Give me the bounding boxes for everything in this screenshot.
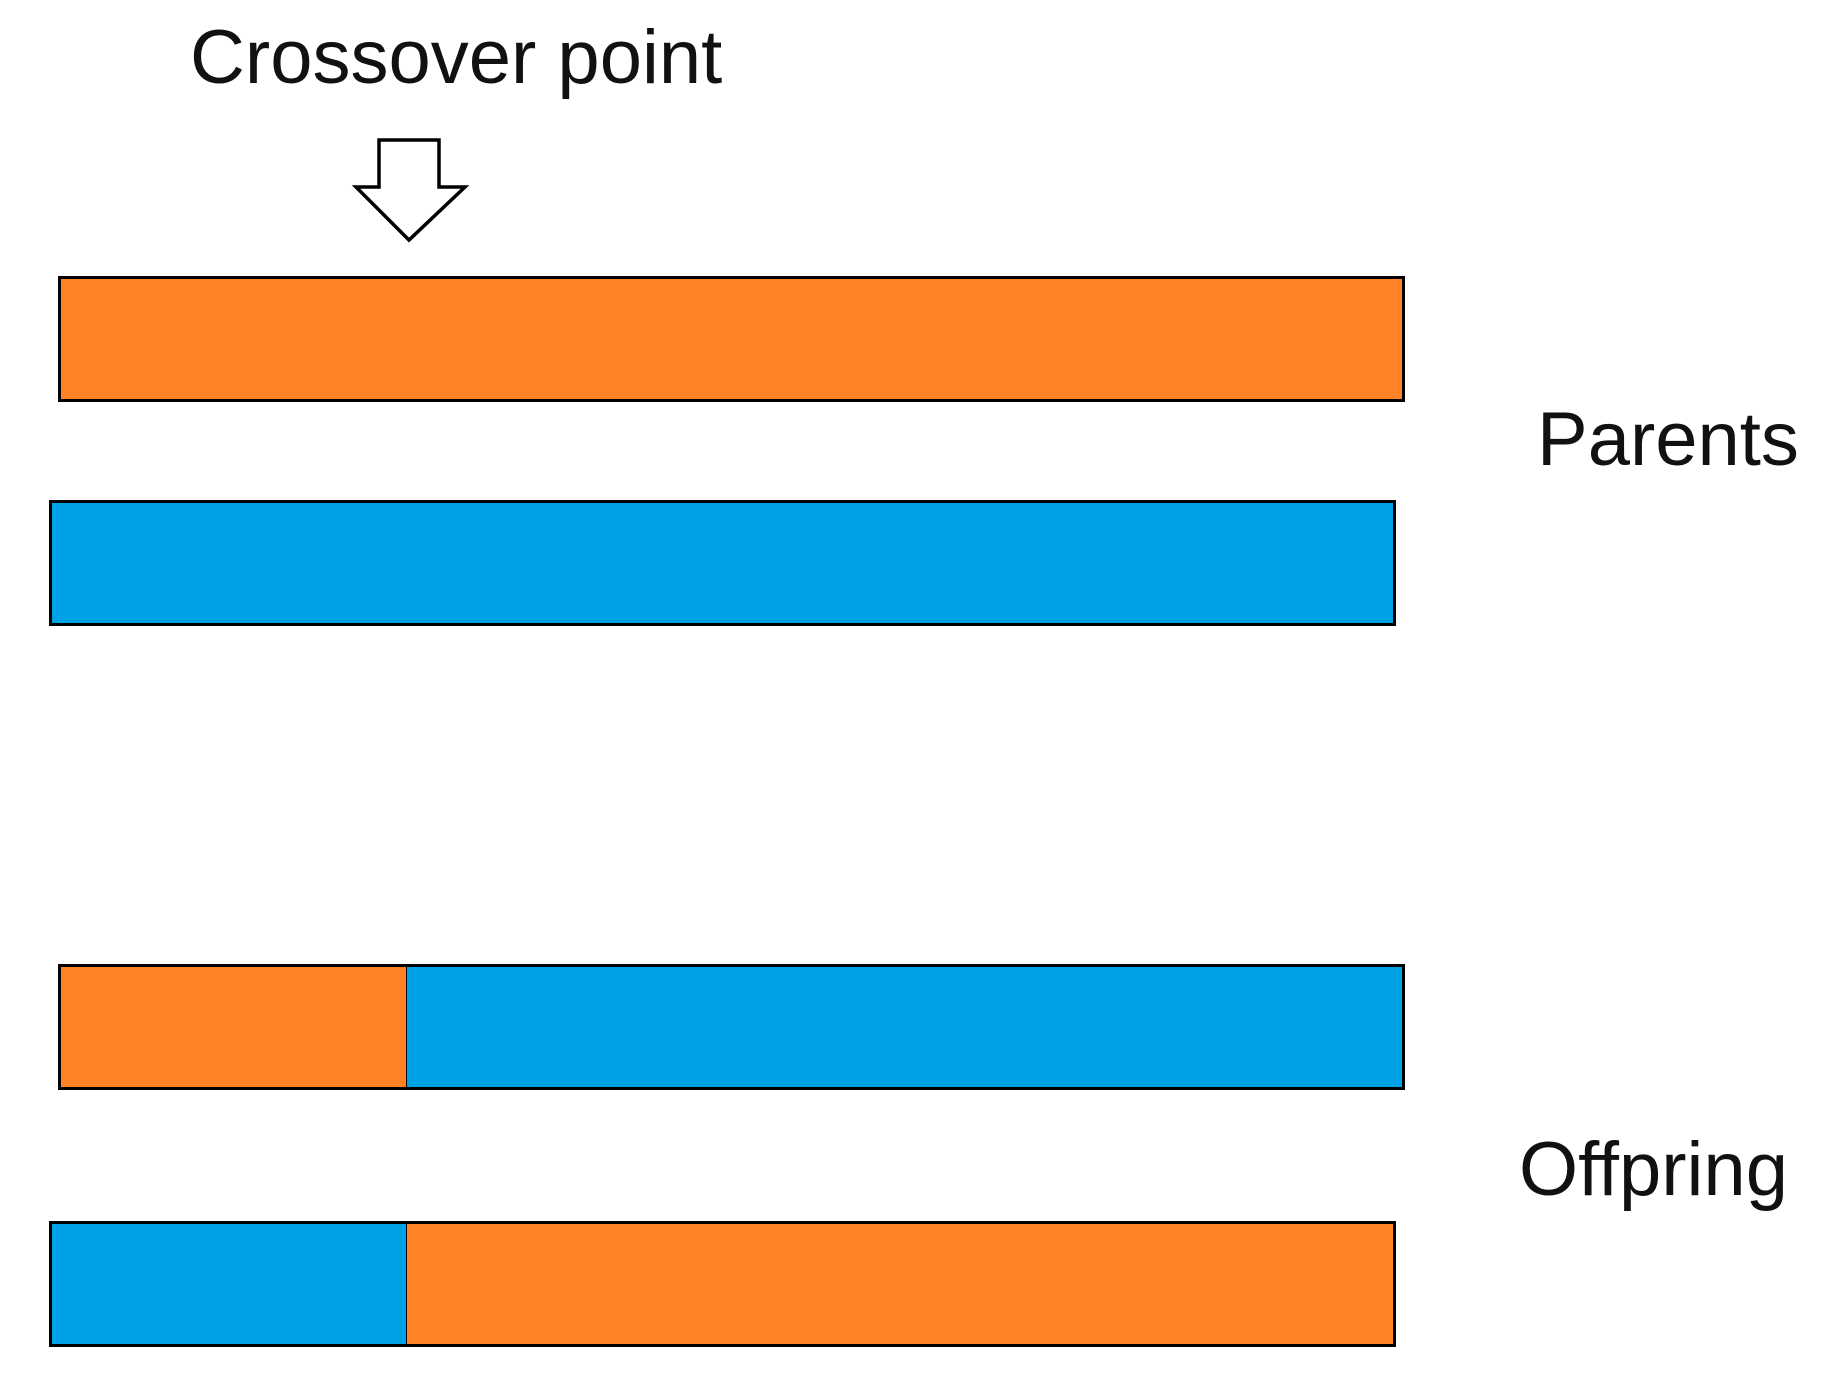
down-arrow-outline-icon (351, 138, 470, 243)
parent-chromosome-2 (49, 500, 1396, 626)
gene-segment-orange (61, 967, 407, 1087)
gene-segment-blue (52, 503, 1393, 623)
gene-segment-orange (407, 1224, 1393, 1344)
gene-segment-blue (52, 1224, 408, 1344)
offspring-label: Offpring (1519, 1127, 1788, 1212)
offspring-chromosome-2 (49, 1221, 1396, 1347)
gene-segment-blue (406, 967, 1402, 1087)
gene-segment-orange (61, 279, 1402, 399)
parent-chromosome-1 (58, 276, 1405, 402)
offspring-chromosome-1 (58, 964, 1405, 1090)
crossover-point-label: Crossover point (190, 15, 723, 100)
parents-label: Parents (1537, 397, 1799, 482)
